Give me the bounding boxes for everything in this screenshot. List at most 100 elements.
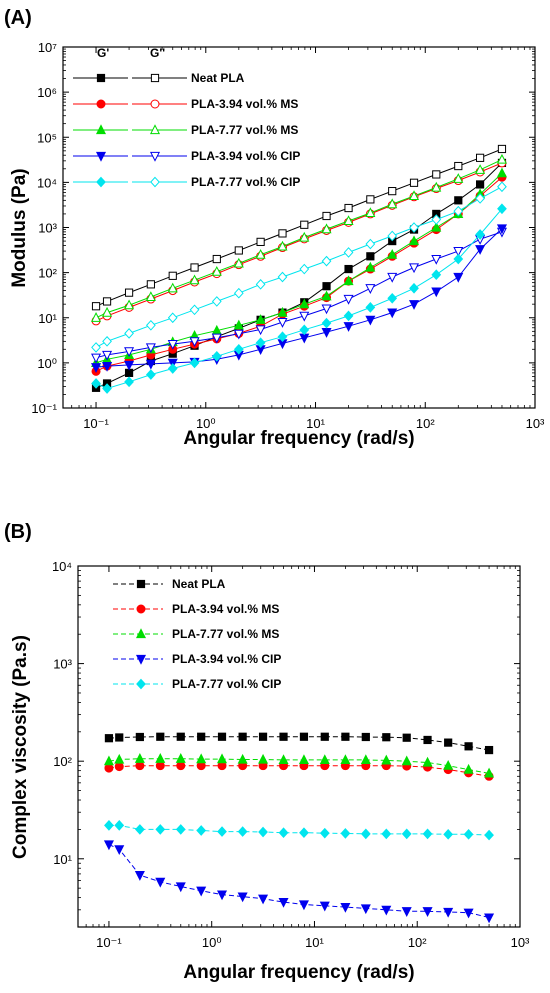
series-b-pla-7-77-vol-cip [104, 820, 494, 841]
plot-b-x-tick-label: 10¹ [305, 935, 324, 950]
series-b-pla-3-94-vol-ms-point [155, 761, 165, 771]
series-a-pla-3-94-vol-cip-gp-point [321, 328, 332, 338]
legend-b-label-pla-7-77-vol-ms: PLA-7.77 vol.% MS [172, 627, 279, 641]
series-a-neat-pla-gpp-point [278, 229, 287, 238]
series-b-pla-7-77-vol-cip-point [484, 829, 494, 841]
series-a-pla-7-77-vol-cip-gp-point [387, 292, 398, 304]
series-a-pla-7-77-vol-cip-gp-point [255, 337, 266, 349]
plot-b-y-tick-label: 10⁴ [52, 559, 72, 574]
series-b-pla-7-77-vol-ms-point [258, 753, 269, 764]
series-a-pla-3-94-vol-cip-gpp-point [387, 272, 398, 283]
series-a-pla-7-77-vol-cip-gpp-point [409, 222, 419, 233]
series-b-pla-7-77-vol-ms-point [401, 755, 412, 766]
series-a-pla-3-94-vol-cip-gpp-point [102, 350, 113, 361]
series-a-pla-7-77-vol-ms-gpp-point [387, 198, 398, 209]
series-b-pla-7-77-vol-ms-point [422, 756, 433, 767]
series-a-pla-3-94-vol-cip-gpp-point [343, 294, 354, 305]
series-a-pla-3-94-vol-cip-gp-point [453, 272, 464, 283]
series-a-neat-pla-gpp-point [234, 246, 243, 255]
series-b-pla-7-77-vol-ms-point [443, 759, 454, 770]
series-b-pla-3-94-vol-cip-line [108, 844, 490, 918]
legend-a-gpp-marker [150, 176, 160, 188]
series-a-pla-7-77-vol-cip-gpp-point [233, 287, 244, 299]
series-a-neat-pla-gpp-point [146, 280, 155, 289]
series-b-pla-3-94-vol-cip-point [422, 907, 433, 917]
series-b-pla-7-77-vol-ms-point [381, 754, 392, 765]
legend-b-marker [136, 678, 146, 690]
series-a-pla-7-77-vol-ms-gp-point [255, 314, 266, 324]
series-a-pla-7-77-vol-cip-gpp-point [343, 247, 354, 258]
series-b-neat-pla [104, 732, 494, 755]
series-b-pla-7-77-vol-ms-point [103, 755, 114, 766]
series-b-pla-3-94-vol-cip-point [463, 908, 474, 919]
series-b-pla-7-77-vol-cip-point [155, 824, 166, 835]
series-a-pla-7-77-vol-cip-gpp-point [387, 230, 398, 242]
series-a-pla-7-77-vol-cip-gp-point [321, 317, 332, 329]
series-b-neat-pla-point [320, 732, 329, 741]
series-a-neat-pla-gpp-point [475, 153, 485, 162]
series-b-pla-7-77-vol-cip-point [175, 824, 186, 835]
series-b-pla-3-94-vol-ms-point [135, 761, 145, 771]
series-b-neat-pla-point [402, 733, 411, 742]
series-b-pla-3-94-vol-cip-point [298, 900, 309, 911]
series-b-pla-3-94-vol-cip-point [237, 892, 248, 903]
plot-a-y-tick-label: 10⁰ [37, 356, 57, 371]
series-a-neat-pla-gpp-point [212, 254, 221, 264]
series-a-pla-7-77-vol-ms-gpp-point [277, 240, 288, 251]
series-a-neat-pla-gp-point [322, 282, 331, 291]
plot-b-legend: Neat PLA PLA-3.94 vol.% MS PLA-7.77 vol.% … [113, 577, 281, 691]
series-b-neat-pla-point [104, 734, 114, 743]
series-a-pla-7-77-vol-ms-gpp-point [91, 312, 102, 322]
series-a-pla-7-77-vol-ms-gpp-point [475, 164, 486, 174]
series-a-pla-7-77-vol-ms-gp-point [496, 167, 507, 178]
series-a-neat-pla-gp-line [95, 162, 503, 389]
series-a-pla-7-77-vol-cip-gpp-point [277, 271, 288, 283]
series-a-pla-7-77-vol-cip-gp-point [365, 302, 376, 313]
series-a-pla-3-94-vol-cip-gpp-point [167, 340, 178, 350]
legend-a-header-gp: G' [97, 46, 109, 60]
series-a-pla-7-77-vol-cip-gp-point [431, 269, 442, 281]
series-b-pla-7-77-vol-cip-point [381, 828, 392, 840]
plot-a-y-tick-label: 10⁶ [37, 85, 57, 100]
series-a-pla-3-94-vol-cip-gpp-point [124, 347, 135, 358]
series-b-pla-7-77-vol-cip-point [340, 828, 351, 839]
series-a-neat-pla-gp-point [475, 180, 485, 189]
series-a-neat-pla-gpp-point [124, 288, 134, 297]
series-a-pla-7-77-vol-ms-gpp-point [211, 265, 222, 276]
series-a-neat-pla-gpp-point [344, 203, 353, 213]
series-a-pla-3-94-vol-ms-gp-line [95, 176, 503, 372]
series-b-pla-7-77-vol-cip-point [114, 820, 125, 831]
series-b-pla-3-94-vol-cip-point [484, 913, 495, 924]
series-b-pla-3-94-vol-cip-point [134, 871, 145, 881]
legend-a-gpp-marker [149, 151, 161, 162]
series-b-pla-3-94-vol-ms-point [114, 762, 124, 772]
plot-a-y-tick-label: 10¹ [38, 311, 57, 326]
series-a-pla-3-94-vol-cip-gpp-point [431, 254, 442, 265]
series-a-pla-7-77-vol-ms-gpp-line [95, 159, 503, 319]
series-b-pla-7-77-vol-cip-point [463, 829, 474, 840]
plot-a-y-tick-label: 10⁷ [38, 40, 57, 55]
series-a-pla-7-77-vol-cip-gp-point [91, 378, 101, 389]
panel-b-label: (B) [4, 521, 32, 543]
series-b-pla-3-94-vol-cip-point [258, 894, 269, 905]
series-b-pla-7-77-vol-cip-point [258, 826, 268, 838]
series-a-neat-pla-gp-point [366, 252, 375, 261]
series-b-pla-7-77-vol-ms-point [278, 754, 289, 765]
series-b-pla-7-77-vol-ms-point [114, 753, 125, 764]
series-b-pla-7-77-vol-cip-point [299, 827, 309, 839]
series-a-pla-3-94-vol-cip-gp-point [387, 308, 398, 319]
series-b-pla-7-77-vol-cip-point [401, 828, 412, 840]
series-b-pla-7-77-vol-ms-line [108, 758, 490, 774]
series-a-pla-7-77-vol-cip-gp-point [343, 310, 354, 322]
series-b-pla-7-77-vol-cip-point [360, 828, 371, 840]
series-a-pla-3-94-vol-cip-gpp-point [277, 318, 288, 328]
series-a-pla-7-77-vol-cip-gp-point [409, 282, 419, 294]
series-a-pla-3-94-vol-cip-gp-point [365, 315, 376, 326]
series-b-pla-3-94-vol-cip-point [103, 840, 114, 851]
series-a-pla-7-77-vol-ms-gpp-point [431, 181, 442, 192]
legend-b-label-neat-pla: Neat PLA [172, 577, 226, 591]
series-b-neat-pla-point [464, 742, 473, 751]
series-b-neat-pla-point [238, 732, 247, 741]
series-a-pla-7-77-vol-cip-gpp-point [299, 263, 310, 275]
plot-a-x-axis-title: Angular frequency (rad/s) [183, 428, 414, 449]
